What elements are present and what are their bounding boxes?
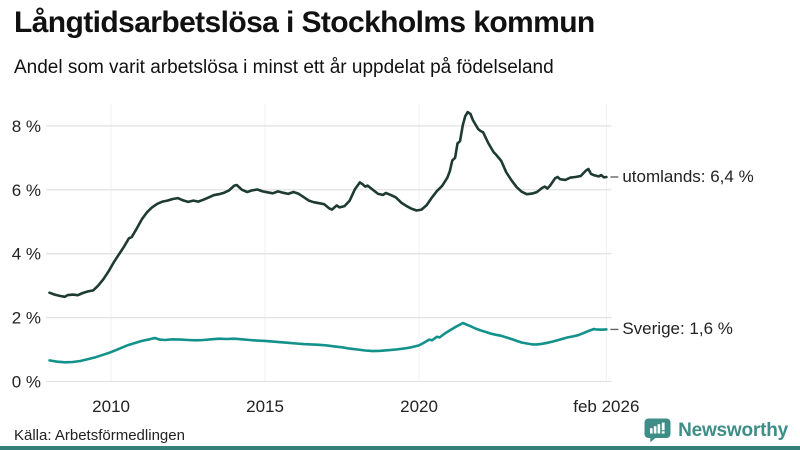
y-tick-label: 2 %	[12, 309, 41, 328]
y-tick-label: 8 %	[12, 117, 41, 136]
x-tick-label: 2010	[92, 397, 130, 416]
y-tick-label: 0 %	[12, 373, 41, 392]
chart-title: Långtidsarbetslösa i Stockholms kommun	[14, 6, 595, 39]
newsworthy-logo: Newsworthy	[644, 418, 788, 443]
brand-name: Newsworthy	[678, 419, 788, 441]
newsworthy-speech-bubble-chart-icon	[644, 418, 671, 443]
x-tick-label: 2015	[246, 397, 284, 416]
x-tick-label: feb 2026	[573, 397, 639, 416]
y-tick-label: 6 %	[12, 181, 41, 200]
series-end-label-sverige: Sverige: 1,6 %	[622, 319, 733, 339]
chart-subtitle: Andel som varit arbetslösa i minst ett å…	[14, 57, 554, 78]
series-end-label-utomlands: utomlands: 6,4 %	[622, 166, 754, 186]
series-line-sverige	[48, 321, 608, 364]
series-line-utomlands	[48, 110, 608, 299]
brand-bottom-bar	[0, 446, 800, 450]
x-tick-label: 2020	[400, 397, 438, 416]
source-note: Källa: Arbetsförmedlingen	[14, 427, 185, 444]
y-tick-label: 4 %	[12, 245, 41, 264]
